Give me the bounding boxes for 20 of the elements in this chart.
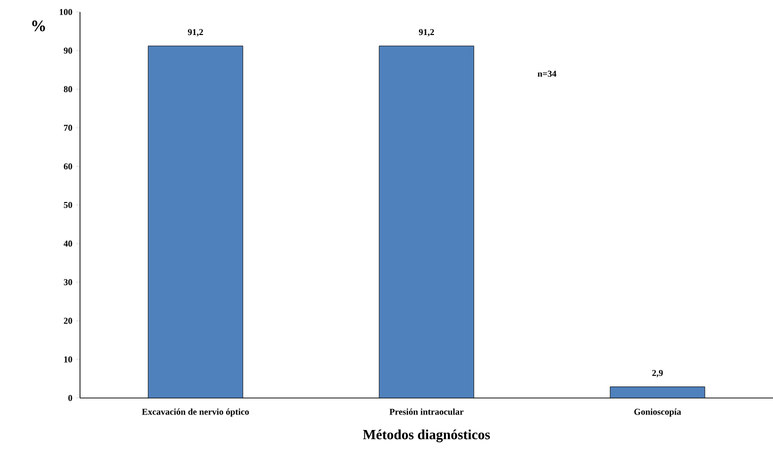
y-tick-label: 70 bbox=[64, 124, 72, 131]
data-label: 2,9 bbox=[652, 370, 663, 378]
y-tick-label: 100 bbox=[60, 8, 72, 16]
y-tick-label: 30 bbox=[64, 279, 72, 286]
annotation: n=34 bbox=[538, 70, 556, 77]
x-tick-label: Gonioscopía bbox=[634, 408, 682, 417]
y-tick-label: 20 bbox=[64, 318, 72, 324]
x-tick-label: Excavación de nervio óptico bbox=[142, 408, 249, 417]
y-tick-label: 60 bbox=[64, 163, 72, 170]
y-tick-label: 10 bbox=[64, 356, 72, 362]
y-tick-label: 90 bbox=[64, 48, 72, 54]
data-label: 91,2 bbox=[418, 29, 434, 36]
y-tick-label: 40 bbox=[64, 240, 72, 247]
x-axis-title: Métodos diagnósticos bbox=[363, 429, 490, 442]
y-axis-title: % bbox=[32, 20, 45, 32]
y-tick-label: 50 bbox=[64, 202, 72, 208]
y-tick-label: 80 bbox=[64, 86, 72, 92]
y-tick-label: 0 bbox=[68, 394, 72, 402]
x-tick-label: Presión intraocular bbox=[390, 408, 464, 415]
data-label: 91,2 bbox=[188, 29, 203, 36]
